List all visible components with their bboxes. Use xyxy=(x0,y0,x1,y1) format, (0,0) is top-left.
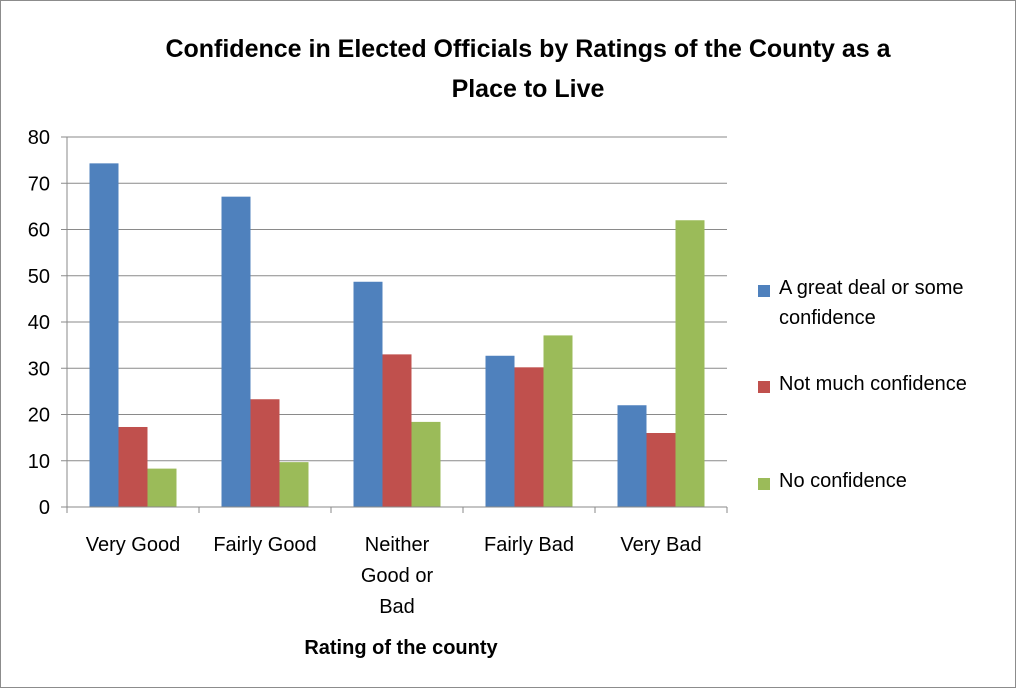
bar xyxy=(147,468,177,507)
bar xyxy=(543,335,573,507)
chart-title: Confidence in Elected Officials by Ratin… xyxy=(165,35,891,103)
x-category-label: Neither xyxy=(365,534,430,556)
bar xyxy=(250,399,280,507)
bar xyxy=(514,367,544,507)
bars xyxy=(89,163,705,508)
x-category-label: Good or xyxy=(361,565,434,587)
x-category-label: Fairly Good xyxy=(213,534,316,556)
y-tick-label: 80 xyxy=(28,127,50,149)
y-tick-label: 10 xyxy=(28,451,50,473)
chart-title-line: Place to Live xyxy=(452,75,605,103)
bar xyxy=(89,163,119,508)
chart-title-line: Confidence in Elected Officials by Ratin… xyxy=(165,35,891,63)
x-axis-title-text: Rating of the county xyxy=(304,637,498,659)
x-category-label: Bad xyxy=(379,596,415,618)
y-tick-label: 40 xyxy=(28,312,50,334)
y-tick-label: 60 xyxy=(28,220,50,242)
gridlines xyxy=(67,136,727,462)
x-axis-category-labels: Very Good Fairly Good Neither Good or Bad Fai… xyxy=(86,534,702,618)
bar xyxy=(411,421,441,507)
bar xyxy=(221,196,251,507)
y-tick-label: 30 xyxy=(28,358,50,380)
axes xyxy=(61,136,728,513)
x-axis-title: Rating of the county xyxy=(304,637,498,659)
legend-label: confidence xyxy=(779,307,876,329)
legend-swatch xyxy=(758,285,770,297)
bar xyxy=(353,281,383,507)
legend-label: A great deal or some xyxy=(779,277,964,299)
legend-swatch xyxy=(758,381,770,393)
bar xyxy=(382,354,412,507)
bar xyxy=(675,220,705,507)
bar xyxy=(485,355,515,507)
y-axis-tick-labels: 0 10 20 30 40 50 60 70 80 xyxy=(28,127,50,519)
y-tick-label: 50 xyxy=(28,266,50,288)
bar xyxy=(617,405,647,507)
legend-label: Not much confidence xyxy=(779,373,967,395)
x-category-label: Very Good xyxy=(86,534,181,556)
y-tick-label: 20 xyxy=(28,405,50,427)
bar xyxy=(118,426,148,507)
legend-swatch xyxy=(758,478,770,490)
legend-label: No confidence xyxy=(779,470,907,492)
y-tick-label: 0 xyxy=(39,497,50,519)
bar xyxy=(279,462,309,507)
x-category-label: Very Bad xyxy=(620,534,701,556)
x-category-label: Fairly Bad xyxy=(484,534,574,556)
y-tick-label: 70 xyxy=(28,173,50,195)
legend: A great deal or some confidence Not much c… xyxy=(758,277,967,492)
bar xyxy=(646,433,676,507)
